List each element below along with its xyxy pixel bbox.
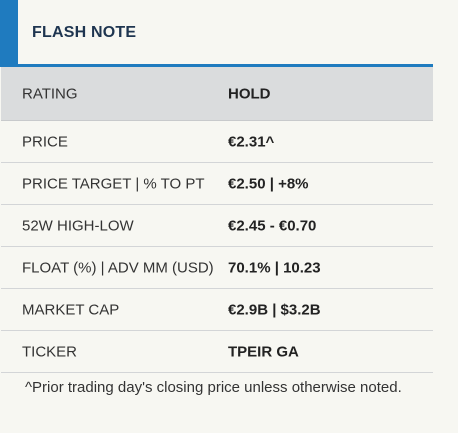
header-accent-bar (0, 0, 18, 66)
row-label: FLOAT (%) | ADV MM (USD) (22, 259, 214, 276)
row-label: MARKET CAP (22, 301, 120, 318)
row-value: €2.50 | +8% (228, 175, 309, 192)
row-label: RATING (22, 85, 78, 102)
row-value: €2.45 - €0.70 (228, 217, 317, 234)
row-label: TICKER (22, 343, 78, 360)
table-row-market-cap: MARKET CAP €2.9B | $3.2B (1, 289, 433, 331)
row-label: 52W HIGH-LOW (22, 217, 134, 234)
table-row-ticker: TICKER TPEIR GA (1, 331, 433, 373)
table-row-rating: RATING HOLD (1, 67, 433, 121)
row-label: PRICE (22, 133, 68, 150)
table-row-float-adv: FLOAT (%) | ADV MM (USD) 70.1% | 10.23 (1, 247, 433, 289)
table-row-price-target: PRICE TARGET | % TO PT €2.50 | +8% (1, 163, 433, 205)
flash-note-card: FLASH NOTE RATING HOLD PRICE €2.31^ PRIC… (0, 0, 433, 396)
table-row-52w-high-low: 52W HIGH-LOW €2.45 - €0.70 (1, 205, 433, 247)
row-label: PRICE TARGET | % TO PT (22, 175, 205, 192)
stock-summary-table: RATING HOLD PRICE €2.31^ PRICE TARGET | … (1, 67, 433, 373)
row-value: €2.31^ (228, 133, 275, 150)
row-value: TPEIR GA (228, 343, 299, 360)
row-value: 70.1% | 10.23 (228, 259, 321, 276)
table-row-price: PRICE €2.31^ (1, 121, 433, 163)
header-title: FLASH NOTE (32, 24, 137, 41)
price-footnote: ^Prior trading day's closing price unles… (25, 379, 402, 396)
row-value: HOLD (228, 85, 271, 102)
flash-note-header: FLASH NOTE (0, 0, 433, 67)
row-value: €2.9B | $3.2B (228, 301, 321, 318)
header-divider (0, 64, 433, 67)
